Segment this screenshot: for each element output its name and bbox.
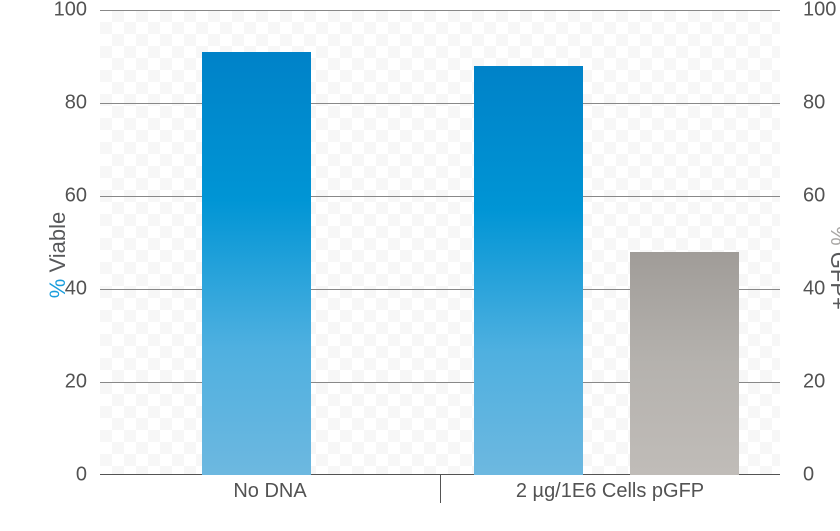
bar-pgfp-viable (474, 66, 583, 475)
bar-nodna-viable (202, 52, 311, 475)
y-tick-right-3: 60 (803, 185, 825, 208)
y-tick-left-1: 20 (65, 371, 87, 394)
y-left-percent: % (45, 279, 70, 299)
y-tick-right-1: 20 (803, 371, 825, 394)
plot-area (100, 10, 780, 475)
bar-chart: 0 20 40 60 80 100 0 20 40 60 80 100 % Vi… (50, 10, 790, 500)
y-tick-right-5: 100 (803, 0, 836, 22)
y-tick-right-0: 0 (803, 464, 814, 487)
y-right-percent: % (826, 226, 840, 246)
y-left-text: Viable (45, 212, 70, 279)
y-right-text: GFP+ (826, 246, 840, 310)
bar-pgfp-gfp (630, 252, 739, 475)
y-tick-left-0: 0 (76, 464, 87, 487)
y-tick-right-4: 80 (803, 92, 825, 115)
y-tick-left-5: 100 (54, 0, 87, 22)
y-axis-left-label: % Viable (45, 212, 71, 298)
y-axis-right-label: % GFP+ (825, 226, 840, 310)
x-label-pgfp: 2 µg/1E6 Cells pGFP (516, 480, 704, 503)
y-tick-left-4: 80 (65, 92, 87, 115)
y-tick-left-3: 60 (65, 185, 87, 208)
gridline-100 (100, 10, 780, 11)
y-tick-right-2: 40 (803, 278, 825, 301)
x-label-nodna: No DNA (233, 480, 306, 503)
x-axis-labels: No DNA 2 µg/1E6 Cells pGFP (100, 480, 780, 510)
